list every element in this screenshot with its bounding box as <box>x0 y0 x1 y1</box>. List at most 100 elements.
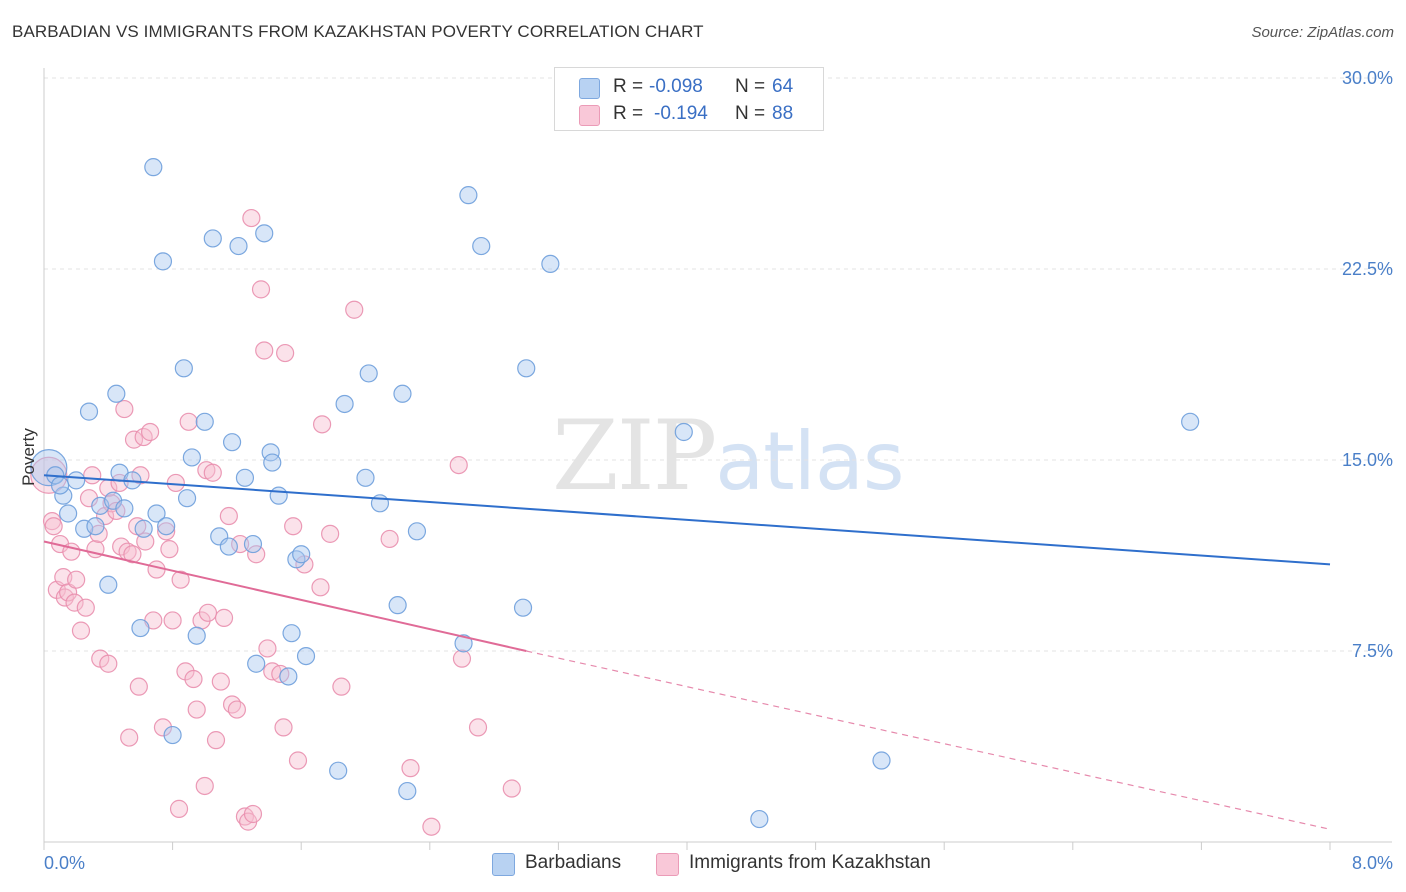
kazakhstan-point <box>184 669 203 689</box>
chart-title: BARBADIAN VS IMMIGRANTS FROM KAZAKHSTAN … <box>12 22 704 41</box>
barbadian-point <box>872 751 891 770</box>
bottom-legend-swatch-blue <box>492 853 515 876</box>
barbadian-point <box>356 468 375 487</box>
kazakhstan-point <box>449 455 468 475</box>
barbadian-point <box>157 517 176 536</box>
barbadian-point <box>541 254 560 274</box>
barbadian-point <box>393 384 412 403</box>
barbadian-point <box>115 499 134 518</box>
legend-r-label: R = <box>613 103 644 124</box>
kazakhstan-point <box>140 422 160 442</box>
barbadian-point <box>398 781 417 801</box>
axes <box>43 68 1392 850</box>
kazakhstan-point <box>166 473 185 493</box>
kazakhstan-point <box>147 560 166 579</box>
bottom-legend-kazakhstan: Immigrants from Kazakhstan <box>656 852 956 876</box>
trend-lines <box>43 474 1331 830</box>
correlation-legend: R = -0.098 N = 64 R = -0.194 N = 88 <box>554 67 824 131</box>
kazakhstan-point <box>67 570 86 589</box>
kazakhstan-point <box>115 399 134 419</box>
kazakhstan-point <box>171 570 190 589</box>
kazakhstan-point <box>120 728 139 747</box>
y-tick-label: 15.0% <box>1342 450 1393 470</box>
kazakhstan-point <box>247 545 266 564</box>
kazakhstan-point <box>198 603 218 622</box>
kazakhstan-point <box>211 672 230 691</box>
kazakhstan-point <box>231 534 250 554</box>
kazakhstan-point <box>276 343 295 363</box>
barbadian-point <box>177 489 197 508</box>
kazakhstan-point <box>255 341 274 360</box>
kazakhstan-point <box>219 506 238 526</box>
kazakhstan-point <box>284 517 303 536</box>
kazakhstan-point <box>179 412 198 431</box>
kazakhstan-point <box>203 463 222 482</box>
barbadian-point <box>287 550 306 569</box>
kazakhstan-point <box>44 517 63 536</box>
barbadian-point <box>247 654 266 673</box>
legend-n-value: 64 <box>772 76 794 97</box>
legend-r-label: R = <box>613 76 644 97</box>
bottom-legend-label: Immigrants from Kazakhstan <box>689 852 931 873</box>
barbadian-point <box>517 359 536 378</box>
kazakhstan-point <box>274 718 293 737</box>
barbadian-point <box>99 575 118 594</box>
watermark-zip: ZIP <box>552 400 717 512</box>
kazakhstan-point <box>214 608 234 627</box>
kazakhstan-point <box>288 751 308 770</box>
barbadian-point <box>67 471 86 490</box>
legend-row-kazakhstan: R = -0.194 N = 88 <box>555 101 823 129</box>
barbadian-point <box>407 522 427 541</box>
grid-lines <box>44 77 1392 652</box>
barbadian-point <box>279 667 298 686</box>
kazakhstan-point <box>321 524 340 543</box>
barbadian-point <box>107 384 126 403</box>
kazakhstan-point <box>123 545 142 564</box>
kazakhstan-point <box>83 466 102 485</box>
barbadian-point <box>59 504 78 523</box>
barbadian-point <box>54 486 73 505</box>
kazakhstan-point <box>422 817 441 836</box>
watermark: ZIPatlas <box>552 400 905 512</box>
barbadian-point <box>243 534 263 554</box>
barbadian-point <box>86 517 105 536</box>
kazakhstan-point <box>452 649 472 668</box>
points-barbadians <box>30 158 1200 829</box>
kazakhstan-point <box>311 578 330 597</box>
kazakhstan-point <box>502 779 521 798</box>
kazakhstan-point <box>242 208 261 228</box>
barbadian-point <box>182 448 201 467</box>
barbadian-point <box>174 359 193 378</box>
points-kazakhstan <box>30 208 521 836</box>
watermark-atlas: atlas <box>715 415 904 508</box>
kazakhstan-point <box>169 799 189 818</box>
barbadian-point <box>296 646 316 666</box>
kazakhstan-point <box>195 776 214 796</box>
y-tick-label: 7.5% <box>1352 641 1393 661</box>
trend-line-kazakhstan-extension <box>526 650 1331 830</box>
bottom-legend-barbadians: Barbadians <box>492 852 642 876</box>
legend-swatch-blue <box>579 78 600 99</box>
barbadian-point <box>50 476 70 495</box>
barbadian-point <box>219 537 238 556</box>
kazakhstan-point <box>99 654 118 673</box>
barbadian-point <box>229 236 248 256</box>
kazakhstan-point <box>243 804 263 824</box>
barbadian-point <box>134 519 153 538</box>
barbadian-point <box>1181 412 1200 431</box>
legend-n-label: N = <box>735 76 766 97</box>
kazakhstan-point <box>55 588 74 607</box>
legend-swatch-pink <box>579 105 600 126</box>
kazakhstan-point <box>71 621 91 640</box>
kazakhstan-point <box>401 759 420 778</box>
kazakhstan-point <box>345 300 364 319</box>
barbadian-point <box>674 422 693 442</box>
barbadian-point <box>131 618 150 638</box>
x-tick-label: 8.0% <box>1352 853 1393 873</box>
barbadian-point <box>195 412 214 431</box>
kazakhstan-point <box>76 598 95 617</box>
barbadian-point <box>750 809 769 829</box>
legend-r-value: -0.098 <box>649 76 703 97</box>
kazakhstan-point <box>163 611 182 630</box>
